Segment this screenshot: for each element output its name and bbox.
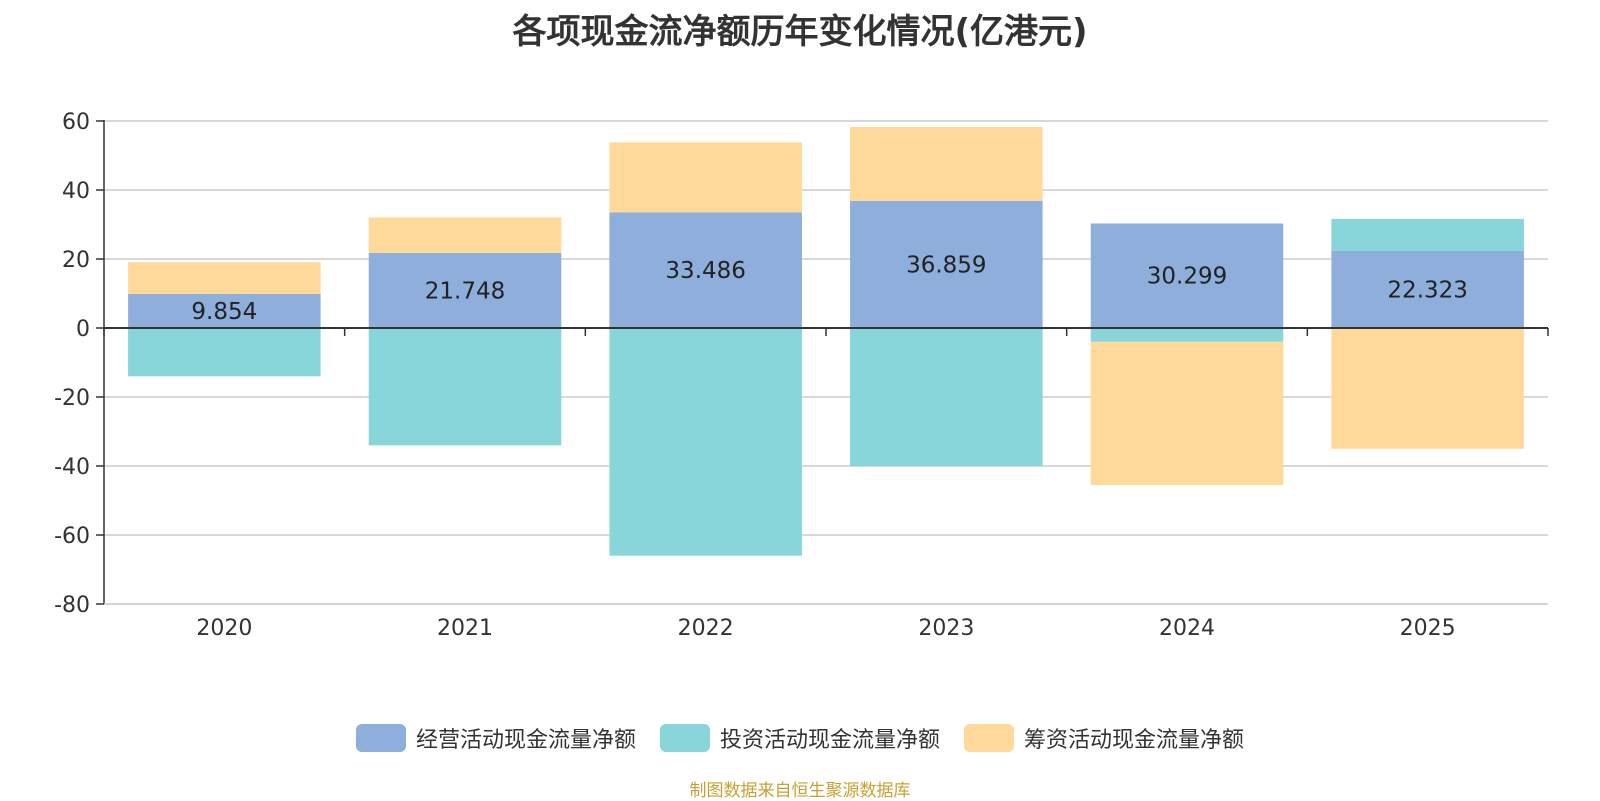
legend: 经营活动现金流量净额 投资活动现金流量净额 筹资活动现金流量净额 [0,722,1600,754]
y-tick-label: 60 [62,110,90,135]
data-label: 33.486 [665,258,745,284]
bar [609,328,802,556]
legend-swatch [659,724,710,752]
y-tick-label: -40 [54,455,90,480]
chart-title: 各项现金流净额历年变化情况(亿港元) [512,12,1088,52]
bar [850,127,1043,201]
x-tick-label: 2024 [1159,616,1215,641]
y-tick-label: -80 [54,593,90,618]
bar [850,200,1043,328]
bar [1331,250,1524,328]
x-tick-label: 2025 [1400,616,1456,641]
legend-label: 筹资活动现金流量净额 [1024,728,1245,753]
bar [128,262,321,295]
x-tick-label: 2020 [196,616,252,641]
x-tick-label: 2021 [437,616,493,641]
y-tick-label: -20 [54,386,90,411]
legend-item[interactable]: 筹资活动现金流量净额 [964,722,1244,754]
x-tick-label: 2022 [678,616,734,641]
data-label: 22.323 [1387,277,1467,303]
legend-item[interactable]: 经营活动现金流量净额 [355,722,636,754]
bar [128,328,321,377]
data-label: 36.859 [906,252,986,278]
y-tick-label: 40 [62,179,90,204]
bar [609,142,802,213]
bar [368,217,562,253]
source-note: 制图数据来自恒生聚源数据库 [689,781,911,801]
bar [850,328,1043,466]
bar [1331,218,1524,251]
legend-label: 投资活动现金流量净额 [719,728,940,753]
x-tick-label: 2023 [918,616,974,641]
data-label: 9.854 [191,299,257,325]
bar [1331,328,1524,449]
legend-item[interactable]: 投资活动现金流量净额 [659,722,940,754]
bar [368,252,562,328]
bar [368,328,562,446]
legend-swatch [355,724,406,752]
legend-swatch [964,724,1014,752]
bar [1090,341,1284,485]
legend-label: 经营活动现金流量净额 [415,728,636,753]
bar [1090,223,1284,328]
y-tick-label: -60 [54,524,90,549]
bar [1090,328,1284,342]
bar [609,212,802,328]
y-tick-label: 20 [62,248,90,273]
y-tick-label: 0 [76,317,90,342]
data-label: 30.299 [1147,264,1227,290]
bar [128,294,321,328]
data-label: 21.748 [425,278,505,304]
